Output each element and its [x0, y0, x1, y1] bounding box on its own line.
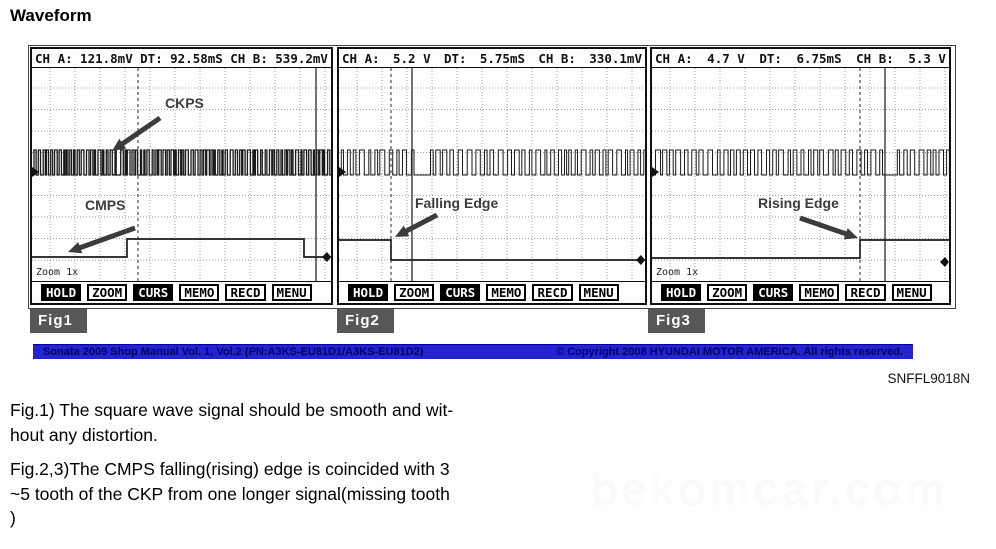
- annotation-arrow-icon: [118, 115, 162, 148]
- waveform-display: CKPS CMPS: [32, 68, 331, 281]
- dt-value: 6.75mS: [796, 50, 842, 66]
- dt-value: 5.75mS: [479, 50, 525, 66]
- curs-button[interactable]: CURS: [440, 284, 481, 301]
- ch-a-value: 121.8mV: [80, 50, 133, 66]
- graticule: [652, 68, 949, 281]
- cmps-trace: [32, 238, 331, 258]
- ch-a-label: CH A:: [342, 50, 380, 66]
- curs-button[interactable]: CURS: [133, 284, 174, 301]
- menu-button[interactable]: MENU: [271, 284, 312, 301]
- dt-value: 92.58mS: [170, 50, 223, 66]
- dt-label: DT:: [759, 50, 782, 66]
- annotation-label: CKPS: [165, 95, 204, 111]
- waveform-display: Rising Edge: [652, 68, 949, 281]
- figure-code: SNFFL9018N: [887, 371, 970, 386]
- hold-button[interactable]: HOLD: [348, 284, 389, 301]
- dt-label: DT:: [443, 50, 467, 66]
- menu-button[interactable]: MENU: [578, 284, 619, 301]
- waveform-display: Falling Edge: [339, 68, 645, 281]
- figure-notes: Fig.1) The square wave signal should be …: [10, 398, 534, 541]
- zoom-level-label: Zoom 1x: [656, 267, 699, 278]
- ch-b-value: 539.2mV: [275, 50, 328, 66]
- scope-menu: HOLD ZOOM CURS MEMO RECD MENU: [652, 281, 949, 303]
- channel-a-marker-icon: [652, 167, 659, 177]
- annotation-label: CMPS: [85, 197, 125, 213]
- figure-label-2: Fig2: [337, 309, 394, 333]
- memo-button[interactable]: MEMO: [486, 284, 527, 301]
- channel-b-marker-icon: [636, 255, 645, 265]
- zoom-button[interactable]: ZOOM: [87, 284, 128, 301]
- recd-button[interactable]: RECD: [532, 284, 573, 301]
- scope-menu: HOLD ZOOM CURS MEMO RECD MENU: [32, 281, 331, 303]
- cmps-trace: [652, 239, 949, 259]
- figure-label-1: Fig1: [30, 309, 87, 333]
- scope-menu: HOLD ZOOM CURS MEMO RECD MENU: [339, 281, 645, 303]
- curs-button[interactable]: CURS: [753, 284, 794, 301]
- zoom-level-label: Zoom 1x: [36, 267, 79, 278]
- hold-button[interactable]: HOLD: [661, 284, 702, 301]
- channel-a-marker-icon: [32, 167, 39, 177]
- annotation-arrowhead-icon: [68, 241, 83, 254]
- ckps-trace: [339, 149, 645, 176]
- ch-b-value: 330.1mV: [589, 50, 642, 66]
- scope-screen: Falling Edge: [339, 68, 645, 281]
- manual-title: Sonata 2009 Shop Manual Vol. 1, Vol.2 (P…: [43, 346, 424, 358]
- scope-readout: CH A: 5.2 V DT: 5.75mS CH B: 330.1mV: [339, 49, 645, 68]
- annotation-arrowhead-icon: [843, 228, 858, 240]
- annotation-arrow-icon: [75, 225, 136, 252]
- ch-a-value: 5.2 V: [392, 50, 431, 66]
- note-fig2-3: Fig.2,3)The CMPS falling(rising) edge is…: [10, 459, 450, 528]
- annotation-label: Rising Edge: [758, 195, 839, 211]
- menu-button[interactable]: MENU: [891, 284, 932, 301]
- scope-readout: CH A: 4.7 V DT: 6.75mS CH B: 5.3 V: [652, 49, 949, 68]
- hold-button[interactable]: HOLD: [41, 284, 82, 301]
- ckps-trace: [652, 149, 949, 176]
- ch-b-label: CH B:: [230, 50, 268, 66]
- annotation-arrow-icon: [799, 215, 851, 238]
- oscilloscope-panel-1: CH A: 121.8mV DT: 92.58mS CH B: 539.2mV …: [30, 47, 333, 305]
- oscilloscope-panel-3: CH A: 4.7 V DT: 6.75mS CH B: 5.3 V Risin…: [650, 47, 951, 305]
- annotation-arrowhead-icon: [112, 138, 127, 151]
- channel-b-marker-icon: [940, 257, 949, 267]
- ch-a-label: CH A:: [35, 50, 73, 66]
- ch-b-label: CH B:: [856, 50, 894, 66]
- recd-button[interactable]: RECD: [225, 284, 266, 301]
- scope-screen: Rising Edge Zoom 1x: [652, 68, 949, 281]
- annotation-label: Falling Edge: [415, 195, 498, 211]
- scope-screen: CKPS CMPS Zoom 1x: [32, 68, 331, 281]
- ch-b-value: 5.3 V: [908, 50, 946, 66]
- annotation-arrowhead-icon: [395, 225, 410, 237]
- dt-label: DT:: [140, 50, 163, 66]
- channel-b-marker-icon: [322, 252, 331, 262]
- figure-label-3: Fig3: [648, 309, 705, 333]
- manual-copyright-bar: Sonata 2009 Shop Manual Vol. 1, Vol.2 (P…: [33, 344, 913, 359]
- ch-a-value: 4.7 V: [707, 50, 745, 66]
- ch-a-label: CH A:: [655, 50, 693, 66]
- channel-a-marker-icon: [339, 167, 346, 177]
- memo-button[interactable]: MEMO: [799, 284, 840, 301]
- recd-button[interactable]: RECD: [845, 284, 886, 301]
- annotation-arrow-icon: [401, 212, 439, 236]
- site-watermark: bekomcar.com: [590, 463, 949, 515]
- note-fig1: Fig.1) The square wave signal should be …: [10, 400, 454, 445]
- scope-readout: CH A: 121.8mV DT: 92.58mS CH B: 539.2mV: [32, 49, 331, 68]
- ckps-trace: [32, 149, 331, 176]
- ch-b-label: CH B:: [538, 50, 576, 66]
- memo-button[interactable]: MEMO: [179, 284, 220, 301]
- page-title: Waveform: [10, 6, 92, 25]
- copyright-text: © Copyright 2008 HYUNDAI MOTOR AMERICA. …: [556, 346, 903, 358]
- cmps-trace: [339, 239, 645, 261]
- zoom-button[interactable]: ZOOM: [394, 284, 435, 301]
- zoom-button[interactable]: ZOOM: [707, 284, 748, 301]
- oscilloscope-panel-2: CH A: 5.2 V DT: 5.75mS CH B: 330.1mV Fal…: [337, 47, 647, 305]
